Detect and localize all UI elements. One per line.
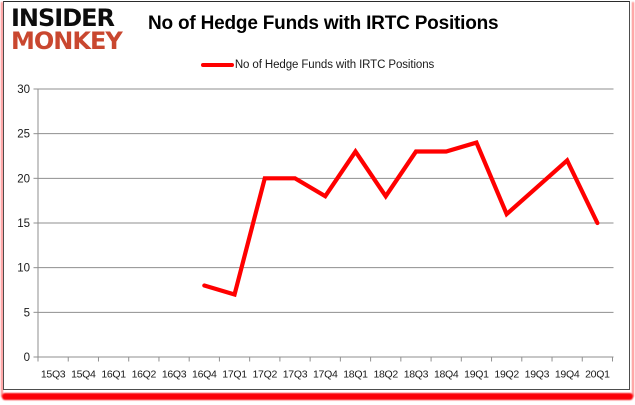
y-tick-label: 30	[17, 84, 30, 96]
red-bottom-bar	[2, 393, 633, 400]
x-tick-label: 19Q2	[494, 369, 519, 381]
legend: No of Hedge Funds with IRTC Positions	[0, 57, 635, 73]
x-tick-label: 17Q2	[253, 369, 278, 381]
y-tick-label: 10	[17, 263, 30, 275]
x-tick-label: 20Q1	[585, 369, 610, 381]
series-line	[202, 140, 600, 298]
x-tick-label: 18Q4	[434, 369, 459, 381]
x-tick-label: 18Q3	[404, 369, 429, 381]
x-tick-label: 16Q1	[101, 369, 126, 381]
x-tick-label: 16Q2	[132, 369, 157, 381]
x-tick-label: 17Q1	[222, 369, 247, 381]
x-tick-label: 15Q3	[41, 369, 66, 381]
y-tick-label: 25	[17, 129, 30, 141]
y-tick-label: 0	[24, 352, 30, 364]
x-tick-label: 17Q3	[283, 369, 308, 381]
insider-monkey-logo: INSIDER MONKEY	[11, 4, 123, 55]
x-tick-label: 18Q2	[373, 369, 398, 381]
red-edge-accent-right	[632, 2, 634, 397]
x-tick-label: 19Q4	[555, 369, 580, 381]
x-tick-label: 15Q4	[71, 369, 96, 381]
x-tick-label: 19Q3	[525, 369, 550, 381]
x-tick-label: 16Q3	[162, 369, 187, 381]
red-edge-accent-left	[1, 2, 3, 397]
x-tick-label: 17Q4	[313, 369, 338, 381]
x-tick-label: 19Q1	[464, 369, 489, 381]
x-tick-label: 18Q1	[343, 369, 368, 381]
x-tick-label: 16Q4	[192, 369, 217, 381]
y-tick-label: 5	[24, 307, 30, 319]
legend-line-swatch	[200, 63, 234, 67]
y-tick-label: 20	[17, 173, 30, 185]
y-tick-label: 15	[17, 218, 30, 230]
logo-line-monkey: MONKEY	[11, 26, 123, 55]
logo-line-insider: INSIDER	[11, 4, 115, 32]
legend-label: No of Hedge Funds with IRTC Positions	[234, 59, 435, 71]
chart-title: No of Hedge Funds with IRTC Positions	[148, 13, 499, 34]
